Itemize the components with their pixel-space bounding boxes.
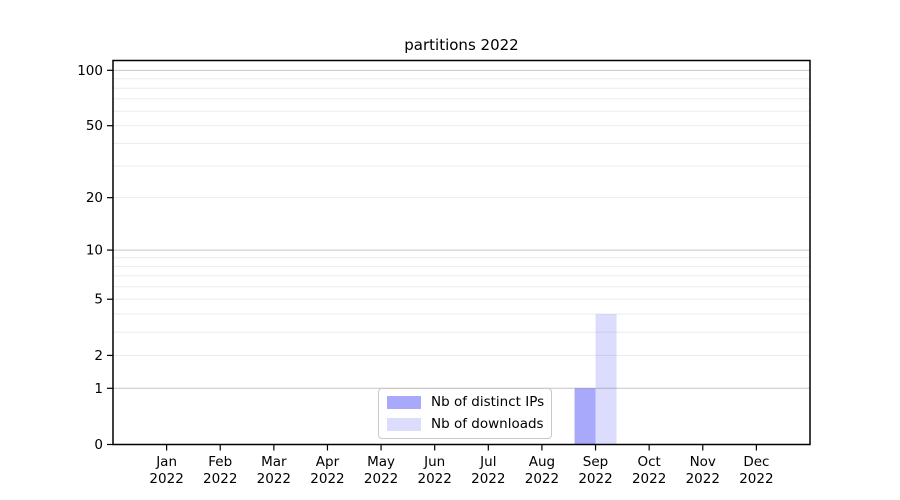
x-tick-label: Oct — [637, 454, 660, 470]
x-tick-label: Nov — [690, 454, 716, 470]
y-tick-label: 50 — [86, 118, 103, 134]
x-tick-label-year: 2022 — [310, 471, 344, 487]
x-tick-label-year: 2022 — [632, 471, 666, 487]
y-tick-label: 10 — [86, 243, 103, 259]
y-tick-label: 5 — [94, 292, 103, 308]
x-tick-label-year: 2022 — [739, 471, 773, 487]
chart-title: partitions 2022 — [404, 36, 519, 54]
x-tick-label-year: 2022 — [418, 471, 452, 487]
y-tick-label: 100 — [77, 63, 103, 79]
x-tick-label: Sep — [583, 454, 608, 470]
legend-swatch-downloads — [387, 418, 421, 432]
legend-item-downloads: Nb of downloads — [387, 416, 551, 432]
y-tick-label: 1 — [94, 381, 103, 397]
x-tick-label: Mar — [261, 454, 287, 470]
x-tick-label: Dec — [743, 454, 769, 470]
x-tick-label: Jul — [479, 454, 496, 470]
y-tick-label: 2 — [94, 348, 103, 364]
y-tick-label: 20 — [86, 190, 103, 206]
x-tick-label: Jun — [423, 454, 445, 470]
x-tick-label-year: 2022 — [471, 471, 505, 487]
legend-label-downloads: Nb of downloads — [431, 416, 544, 432]
x-tick-label: Jan — [155, 454, 177, 470]
plot-frame — [112, 59, 811, 446]
bar-nb-of-downloads — [595, 314, 617, 445]
x-tick-label: May — [367, 454, 395, 470]
x-tick-label: Feb — [208, 454, 232, 470]
legend-item-distinct-ips: Nb of distinct IPs — [387, 393, 551, 410]
x-tick-label-year: 2022 — [686, 471, 720, 487]
y-tick-label: 0 — [94, 437, 103, 453]
x-tick-label-year: 2022 — [525, 471, 559, 487]
bar-nb-of-distinct-ips — [574, 388, 596, 445]
x-tick-label-year: 2022 — [203, 471, 237, 487]
x-tick-label-year: 2022 — [578, 471, 612, 487]
legend-label-distinct-ips: Nb of distinct IPs — [431, 393, 545, 410]
x-tick-label: Apr — [316, 454, 340, 470]
x-tick-label-year: 2022 — [257, 471, 291, 487]
legend: Nb of distinct IPs Nb of downloads — [378, 388, 552, 439]
x-tick-label: Aug — [529, 454, 555, 470]
x-tick-label-year: 2022 — [149, 471, 183, 487]
x-tick-label-year: 2022 — [364, 471, 398, 487]
legend-swatch-distinct-ips — [387, 395, 421, 409]
